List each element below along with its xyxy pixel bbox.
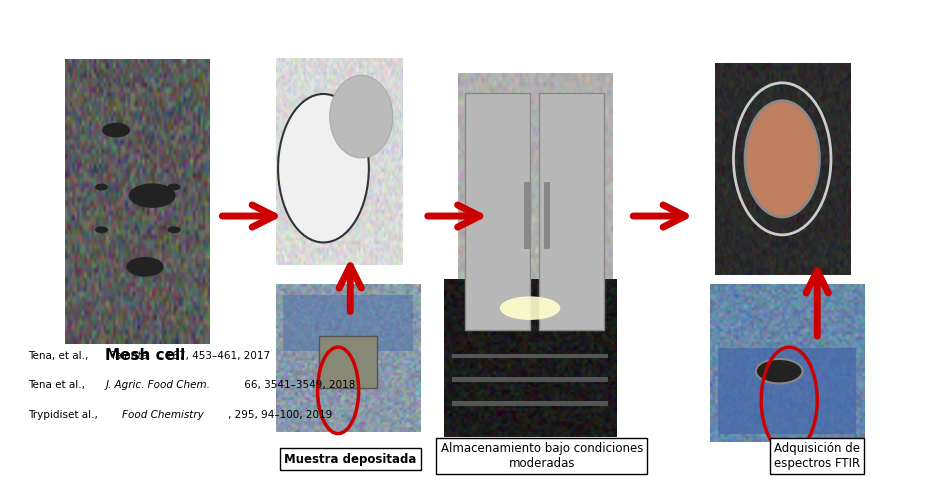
Bar (524, 182, 531, 249)
Circle shape (95, 184, 108, 191)
Circle shape (95, 226, 108, 233)
Circle shape (102, 123, 130, 137)
Bar (465, 92, 531, 330)
Text: Trypidiset al.,: Trypidiset al., (28, 410, 101, 420)
Ellipse shape (500, 297, 560, 320)
Text: Tena, et al.,: Tena, et al., (28, 351, 92, 361)
Circle shape (129, 183, 176, 208)
Ellipse shape (745, 101, 819, 217)
Text: Adquisición de
espectros FTIR: Adquisición de espectros FTIR (774, 441, 860, 470)
Circle shape (167, 226, 180, 233)
Bar (318, 336, 376, 388)
Bar (717, 348, 856, 434)
Text: Talanta: Talanta (110, 351, 149, 361)
Bar (283, 295, 413, 351)
Text: Food Chemistry: Food Chemistry (122, 410, 205, 420)
Text: , 167, 453–461, 2017: , 167, 453–461, 2017 (159, 351, 270, 361)
Bar (452, 377, 608, 382)
Text: J. Agric. Food Chem.: J. Agric. Food Chem. (106, 381, 211, 390)
Circle shape (126, 257, 163, 276)
Circle shape (756, 359, 802, 383)
Text: Mesh cell: Mesh cell (105, 349, 185, 363)
Bar (452, 401, 608, 406)
Text: Muestra depositada: Muestra depositada (284, 453, 417, 465)
Text: , 295, 94–100, 2019: , 295, 94–100, 2019 (228, 410, 333, 420)
Bar (452, 354, 608, 358)
Text: Almacenamiento bajo condiciones
moderadas: Almacenamiento bajo condiciones moderada… (441, 441, 643, 470)
Ellipse shape (330, 76, 393, 158)
Text: 66, 3541–3549, 2018: 66, 3541–3549, 2018 (241, 381, 356, 390)
Bar (539, 92, 604, 330)
Ellipse shape (278, 94, 369, 243)
Text: Tena et al.,: Tena et al., (28, 381, 89, 390)
Circle shape (167, 184, 180, 191)
Bar (544, 182, 550, 249)
